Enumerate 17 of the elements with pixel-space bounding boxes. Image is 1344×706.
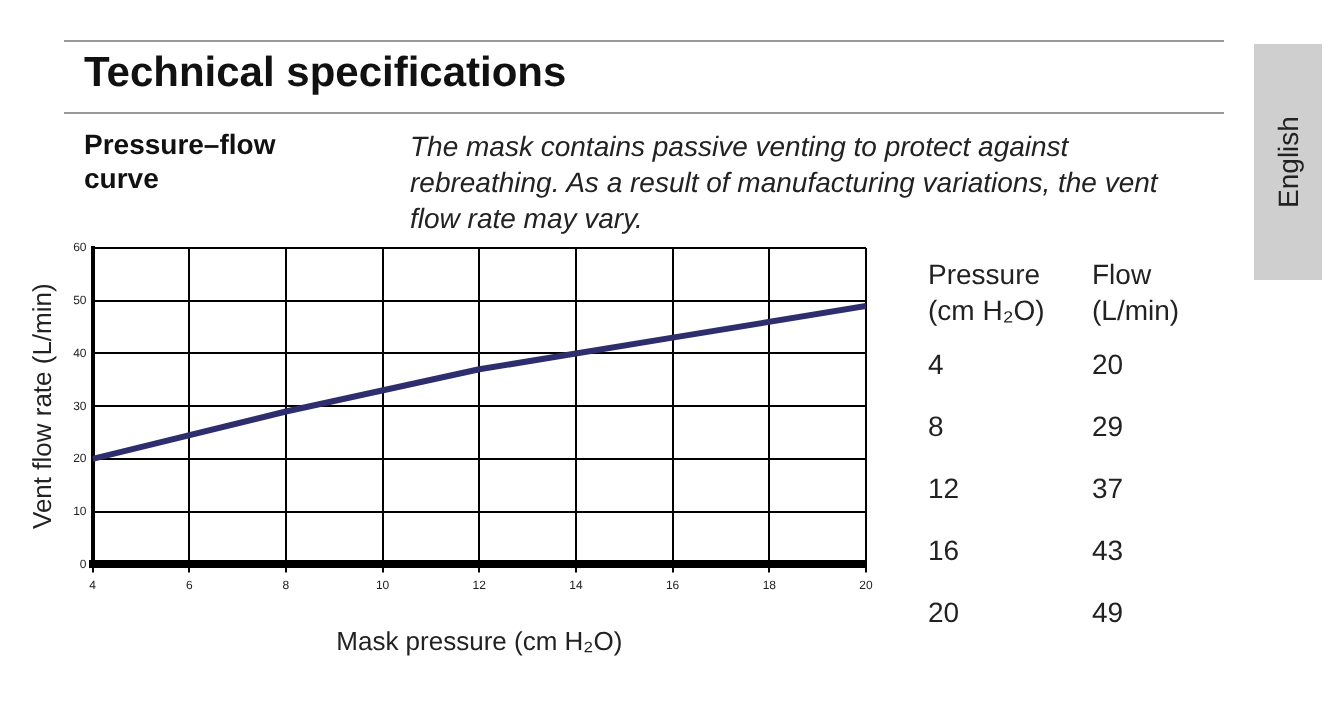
text: 8 (928, 410, 946, 446)
text: Flow (L/min) (1092, 256, 1182, 330)
text: Pressure (cm H₂O) (928, 256, 1047, 330)
chart-subtitle: Pressure–flow curve (84, 128, 278, 196)
text: 49 (1092, 596, 1126, 632)
text: The mask contains passive venting to protect against rebreathing. As a result of manufacturing variations, the vent flow rate may vary. (410, 128, 1161, 236)
chart-title: Technical specifications (84, 50, 567, 98)
text: 20 (1092, 348, 1126, 384)
text: English (1272, 116, 1305, 208)
x-axis-title: Mask pressure (cm H₂O) (336, 625, 623, 656)
text: 43 (1092, 534, 1126, 570)
text: 37 (1092, 472, 1126, 508)
text: 16 (928, 534, 962, 570)
text: 29 (1092, 410, 1126, 446)
text: 12 (928, 472, 962, 508)
y-axis-title: Vent flow rate (L/min) (26, 283, 57, 530)
text: 4 (928, 348, 946, 384)
